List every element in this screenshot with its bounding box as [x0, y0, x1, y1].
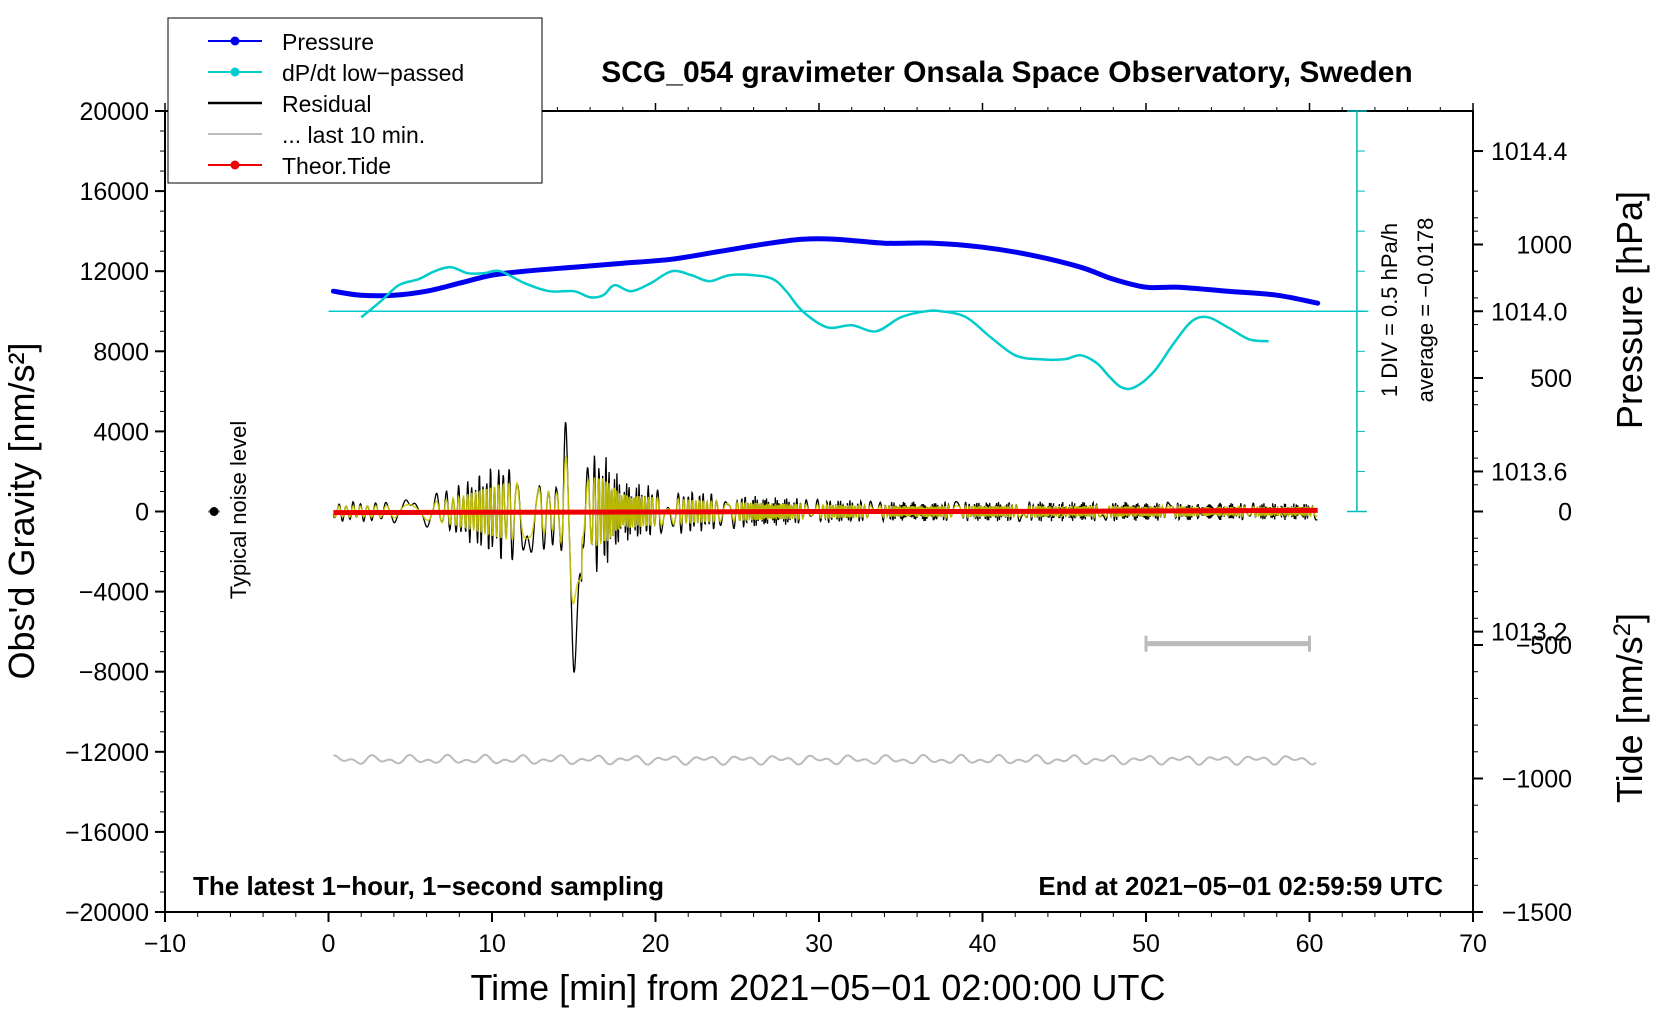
tide-line	[333, 507, 1318, 516]
y-tick-label-pressure: 1013.6	[1491, 458, 1567, 486]
x-tick-label: 40	[969, 930, 997, 958]
y-tick-label-gravity: −4000	[79, 579, 149, 607]
y-tick-label-gravity: −20000	[65, 899, 149, 927]
y-tick-label-tide: 1000	[1516, 232, 1572, 260]
y-tick-label-gravity: −12000	[65, 739, 149, 767]
y-axis-label-tide: Tide [nm/s2]	[1609, 613, 1650, 803]
noise-level-label: Typical noise level	[226, 421, 251, 600]
last-10min-line	[333, 753, 1317, 766]
x-tick-label: 10	[478, 930, 506, 958]
legend-label: dP/dt low−passed	[282, 60, 464, 86]
x-axis-label: Time [min] from 2021−05−01 02:00:00 UTC	[470, 967, 1165, 1008]
legend-label: Pressure	[282, 29, 374, 55]
y-tick-label-gravity: 16000	[79, 178, 149, 206]
tide-label-suffix: ]	[1609, 613, 1650, 623]
annotation-sampling: The latest 1−hour, 1−second sampling	[193, 871, 664, 901]
axis-ticks: −10 0 10 20 30 40 50 60 70 20000 16000 12000 8000 400…	[65, 98, 1572, 958]
y-axis-label-gravity: Obs'd Gravity [nm/s²]	[1, 343, 42, 680]
y-tick-label-gravity: 0	[135, 499, 149, 527]
x-tick-label: 20	[642, 930, 670, 958]
legend-label: ... last 10 min.	[282, 122, 425, 148]
legend-label: Theor.Tide	[282, 153, 391, 179]
residual-line	[332, 421, 1318, 673]
pressure-line	[330, 236, 1321, 306]
scale-average-label: average = −0.0178	[1413, 218, 1438, 403]
y-tick-label-tide: 0	[1558, 499, 1572, 527]
legend-box	[167, 17, 543, 184]
x-tick-label: 30	[805, 930, 833, 958]
x-tick-label: 70	[1459, 930, 1487, 958]
annotation-end-time: End at 2021−05−01 02:59:59 UTC	[1038, 871, 1443, 901]
y-tick-label-pressure: 1014.0	[1491, 298, 1567, 326]
legend-label: Residual	[282, 91, 372, 117]
chart-marks	[208, 110, 1369, 766]
noise-level-dot	[209, 507, 219, 516]
y-tick-label-gravity: 8000	[93, 338, 149, 366]
legend-marker	[230, 67, 240, 77]
x-tick-label: 60	[1296, 930, 1324, 958]
legend: Pressure dP/dt low−passed Residual ... last…	[167, 17, 543, 184]
y-tick-label-tide: −1500	[1502, 899, 1572, 927]
filtered-residual-line	[332, 455, 1318, 606]
dpdt-line	[360, 265, 1269, 391]
x-tick-label: 50	[1132, 930, 1160, 958]
y-tick-label-tide: −500	[1516, 632, 1572, 660]
tide-label-sup: 2	[1609, 623, 1636, 636]
y-axis-label-pressure: Pressure [hPa]	[1609, 191, 1650, 429]
y-tick-label-tide: 500	[1530, 365, 1572, 393]
y-tick-label-gravity: 20000	[79, 98, 149, 126]
x-tick-label: 0	[322, 930, 336, 958]
legend-marker	[230, 160, 240, 170]
legend-marker	[230, 36, 240, 46]
y-tick-label-pressure: 1013.2	[1491, 619, 1567, 647]
y-tick-label-tide: −1000	[1502, 766, 1572, 794]
y-tick-label-gravity: 12000	[79, 258, 149, 286]
y-tick-label-gravity: 4000	[93, 418, 149, 446]
y-tick-label-pressure: 1014.4	[1491, 138, 1568, 166]
chart-title: SCG_054 gravimeter Onsala Space Observat…	[601, 56, 1413, 89]
scale-div-label: 1 DIV = 0.5 hPa/h	[1377, 223, 1402, 397]
tide-label-prefix: Tide [nm/s	[1609, 636, 1650, 803]
y-tick-label-gravity: −8000	[79, 659, 149, 687]
y-tick-label-gravity: −16000	[65, 819, 149, 847]
x-tick-label: −10	[144, 930, 186, 958]
